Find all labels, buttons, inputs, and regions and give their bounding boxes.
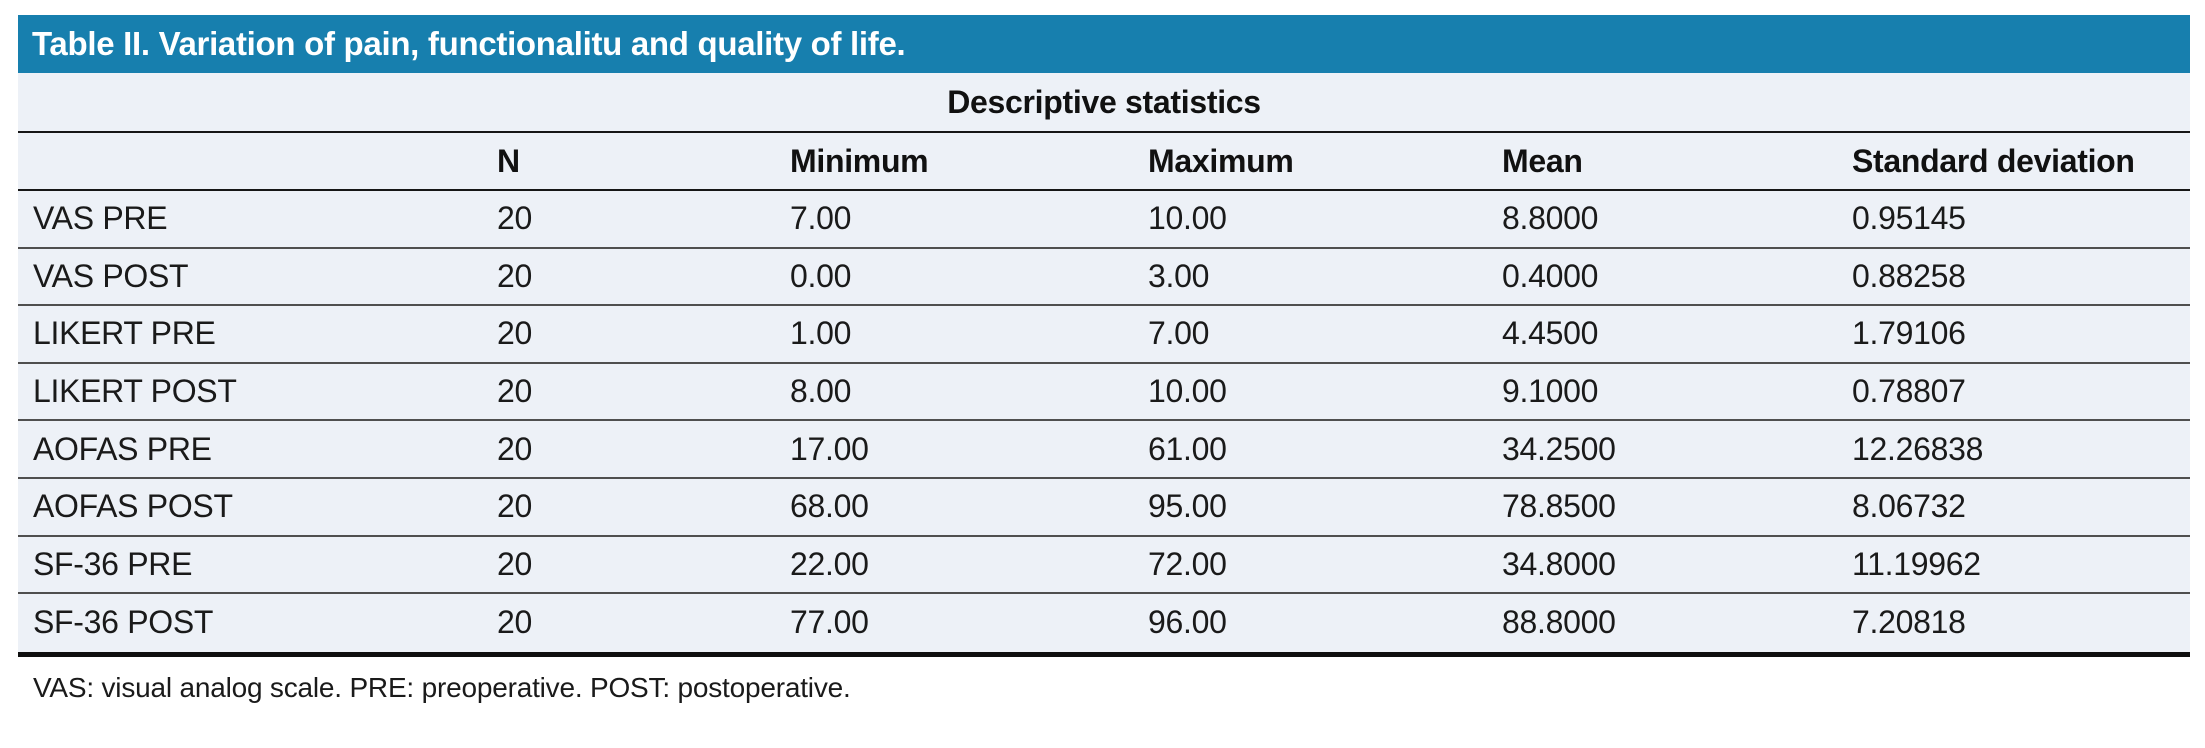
- cell-sd: 11.19962: [1852, 545, 1981, 582]
- cell-minimum: 22.00: [790, 545, 869, 582]
- cell-maximum: 72.00: [1148, 545, 1227, 582]
- cell-n: 20: [497, 430, 532, 467]
- cell-n: 20: [497, 257, 532, 294]
- cell-sd: 0.88258: [1852, 257, 1966, 294]
- cell-sd: 8.06732: [1852, 488, 1966, 525]
- cell-sd: 12.26838: [1852, 430, 1984, 467]
- cell-sd: 7.20818: [1852, 604, 1966, 641]
- row-label: AOFAS PRE: [33, 430, 212, 467]
- cell-mean: 88.8000: [1502, 604, 1616, 641]
- cell-minimum: 0.00: [790, 257, 852, 294]
- cell-minimum: 68.00: [790, 488, 869, 525]
- row-label: SF-36 PRE: [33, 545, 193, 582]
- cell-mean: 8.8000: [1502, 200, 1599, 237]
- table-footnote: VAS: visual analog scale. PRE: preoperat…: [33, 672, 851, 703]
- cell-n: 20: [497, 200, 532, 237]
- cell-minimum: 7.00: [790, 200, 852, 237]
- table-row: LIKERT PRE 20 1.00 7.00 4.4500 1.79106: [18, 306, 2190, 364]
- table-title-bar: Table II. Variation of pain, functionali…: [18, 15, 2190, 73]
- cell-mean: 9.1000: [1502, 373, 1599, 410]
- row-label: AOFAS POST: [33, 488, 233, 525]
- cell-sd: 0.78807: [1852, 373, 1966, 410]
- table-row: SF-36 POST 20 77.00 96.00 88.8000 7.2081…: [18, 594, 2190, 652]
- cell-maximum: 95.00: [1148, 488, 1227, 525]
- table-row: AOFAS POST 20 68.00 95.00 78.8500 8.0673…: [18, 478, 2190, 537]
- cell-n: 20: [497, 545, 532, 582]
- table-row: VAS PRE 20 7.00 10.00 8.8000 0.95145: [18, 191, 2190, 249]
- cell-maximum: 96.00: [1148, 604, 1227, 641]
- table-body: VAS PRE 20 7.00 10.00 8.8000 0.95145 VAS…: [18, 191, 2190, 652]
- row-label: VAS POST: [33, 257, 189, 294]
- column-header-sd: Standard deviation: [1852, 142, 2135, 179]
- subheader-label: Descriptive statistics: [947, 83, 1261, 120]
- row-label: SF-36 POST: [33, 604, 214, 641]
- cell-sd: 0.95145: [1852, 200, 1966, 237]
- subheader-band: Descriptive statistics: [18, 73, 2190, 133]
- table-ii: Table II. Variation of pain, functionali…: [18, 15, 2190, 657]
- table-row: VAS POST 20 0.00 3.00 0.4000 0.88258: [18, 248, 2190, 307]
- column-header-row: N Minimum Maximum Mean Standard deviatio…: [18, 133, 2190, 191]
- cell-maximum: 7.00: [1148, 315, 1210, 352]
- cell-maximum: 61.00: [1148, 430, 1227, 467]
- column-header-mean: Mean: [1502, 142, 1583, 179]
- table-row: AOFAS PRE 20 17.00 61.00 34.2500 12.2683…: [18, 421, 2190, 479]
- table-row: LIKERT POST 20 8.00 10.00 9.1000 0.78807: [18, 363, 2190, 422]
- cell-mean: 4.4500: [1502, 315, 1599, 352]
- row-label: VAS PRE: [33, 200, 168, 237]
- cell-n: 20: [497, 488, 532, 525]
- cell-sd: 1.79106: [1852, 315, 1966, 352]
- cell-n: 20: [497, 604, 532, 641]
- cell-n: 20: [497, 373, 532, 410]
- cell-maximum: 3.00: [1148, 257, 1210, 294]
- column-header-minimum: Minimum: [790, 142, 929, 179]
- row-label: LIKERT POST: [33, 373, 237, 410]
- cell-mean: 78.8500: [1502, 488, 1616, 525]
- column-header-n: N: [497, 142, 520, 179]
- cell-minimum: 77.00: [790, 604, 869, 641]
- cell-maximum: 10.00: [1148, 200, 1227, 237]
- column-header-maximum: Maximum: [1148, 142, 1294, 179]
- cell-mean: 0.4000: [1502, 257, 1599, 294]
- cell-minimum: 17.00: [790, 430, 869, 467]
- cell-mean: 34.8000: [1502, 545, 1616, 582]
- cell-minimum: 8.00: [790, 373, 852, 410]
- cell-minimum: 1.00: [790, 315, 852, 352]
- table-row: SF-36 PRE 20 22.00 72.00 34.8000 11.1996…: [18, 536, 2190, 595]
- cell-n: 20: [497, 315, 532, 352]
- row-label: LIKERT PRE: [33, 315, 216, 352]
- table-title: Table II. Variation of pain, functionali…: [32, 25, 906, 62]
- cell-maximum: 10.00: [1148, 373, 1227, 410]
- cell-mean: 34.2500: [1502, 430, 1616, 467]
